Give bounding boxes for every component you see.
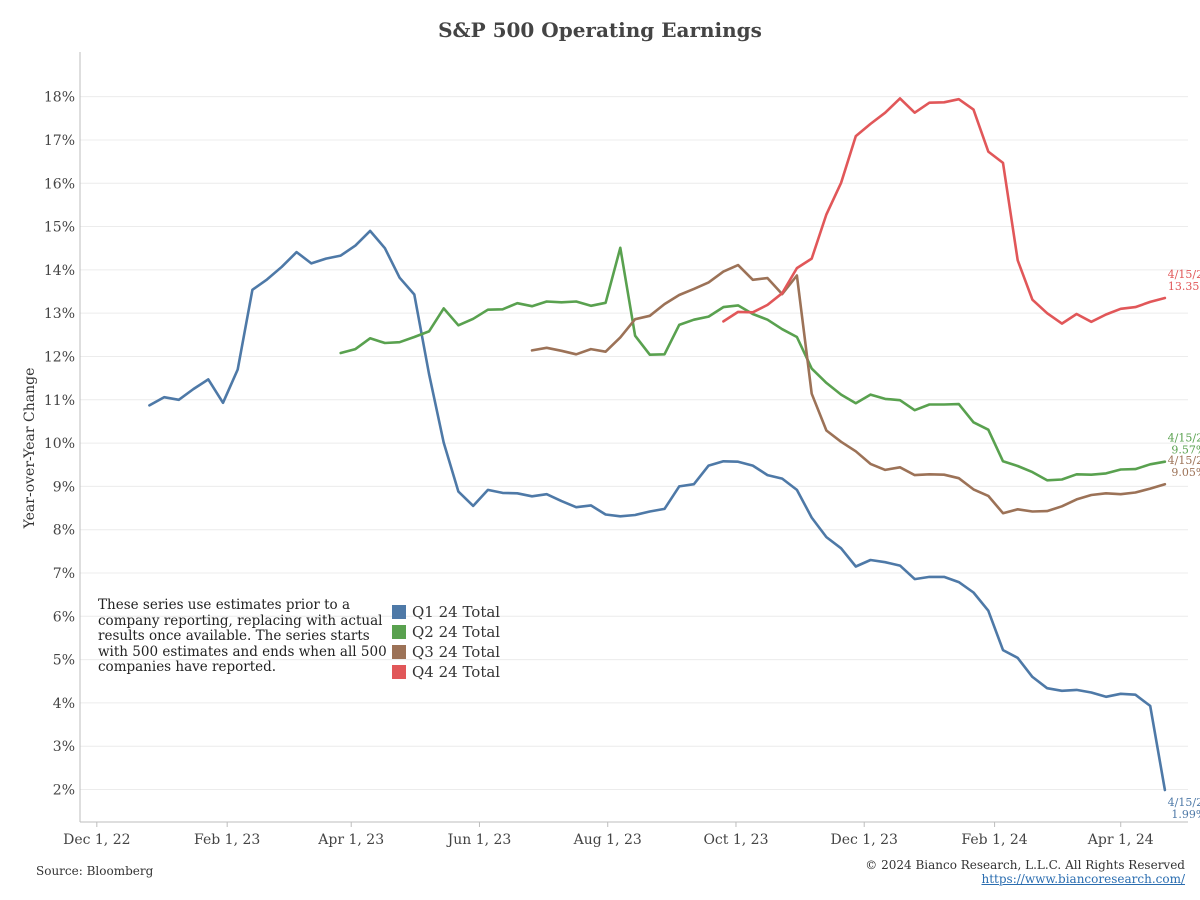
y-tick-label: 13% [44, 306, 75, 322]
y-tick-label: 14% [44, 263, 75, 279]
legend-swatch-q1 [392, 605, 406, 619]
legend-swatch-q3 [392, 645, 406, 659]
chart-note: These series use estimates prior to a co… [98, 597, 387, 675]
y-tick-label: 15% [44, 220, 75, 236]
series-line-3 [530, 263, 1167, 515]
legend-item-q3: Q3 24 Total [392, 642, 500, 662]
legend-label-q4: Q4 24 Total [412, 663, 501, 681]
y-tick-label: 7% [53, 566, 75, 582]
x-tick-label: Aug 1, 23 [573, 832, 642, 848]
copyright-note: © 2024 Bianco Research, L.L.C. All Right… [865, 858, 1185, 872]
legend: Q1 24 Total Q2 24 Total Q3 24 Total Q4 2… [392, 602, 500, 682]
y-tick-label: 10% [44, 436, 75, 452]
x-tick-label: Oct 1, 23 [703, 832, 768, 848]
y-tick-label: 5% [53, 653, 75, 669]
x-tick-label: Dec 1, 23 [831, 832, 898, 848]
x-tick-label: Feb 1, 24 [961, 832, 1027, 848]
y-tick-label: 3% [53, 739, 75, 755]
y-tick-label: 4% [53, 696, 75, 712]
series-line-1 [148, 229, 1167, 792]
end-label-date: 4/15/24 [1168, 796, 1200, 809]
y-tick-label: 6% [53, 609, 75, 625]
x-tick-label: Jun 1, 23 [446, 832, 512, 848]
end-label-value: 9.05% [1171, 466, 1200, 479]
y-tick-label: 11% [44, 393, 75, 409]
y-tick-label: 8% [53, 523, 75, 539]
legend-swatch-q4 [392, 665, 406, 679]
legend-label-q1: Q1 24 Total [412, 603, 501, 621]
end-label-value: 13.35% [1168, 280, 1200, 293]
x-tick-label: Apr 1, 24 [1087, 832, 1154, 848]
series-line-4 [722, 97, 1167, 325]
y-tick-label: 2% [53, 783, 75, 799]
y-tick-label: 17% [44, 133, 75, 149]
legend-label-q3: Q3 24 Total [412, 643, 501, 661]
series-line-2 [339, 246, 1167, 482]
end-label-value: 9.57% [1171, 444, 1200, 457]
legend-item-q4: Q4 24 Total [392, 662, 500, 682]
legend-item-q1: Q1 24 Total [392, 602, 500, 622]
end-label-date: 4/15/24 [1168, 432, 1200, 445]
end-label-date: 4/15/24 [1168, 268, 1200, 281]
end-label-value: 1.99% [1171, 808, 1200, 821]
legend-swatch-q2 [392, 625, 406, 639]
y-tick-label: 9% [53, 479, 75, 495]
website-link[interactable]: https://www.biancoresearch.com/ [981, 872, 1185, 886]
end-label-date: 4/15/24 [1168, 454, 1200, 467]
y-tick-label: 18% [44, 90, 75, 106]
legend-item-q2: Q2 24 Total [392, 622, 500, 642]
y-tick-label: 16% [44, 176, 75, 192]
chart-title: S&P 500 Operating Earnings [438, 18, 762, 42]
legend-label-q2: Q2 24 Total [412, 623, 501, 641]
x-tick-label: Feb 1, 23 [194, 832, 260, 848]
y-tick-label: 12% [44, 349, 75, 365]
x-tick-label: Apr 1, 23 [317, 832, 384, 848]
x-tick-label: Dec 1, 22 [63, 832, 130, 848]
source-note: Source: Bloomberg [36, 864, 154, 878]
